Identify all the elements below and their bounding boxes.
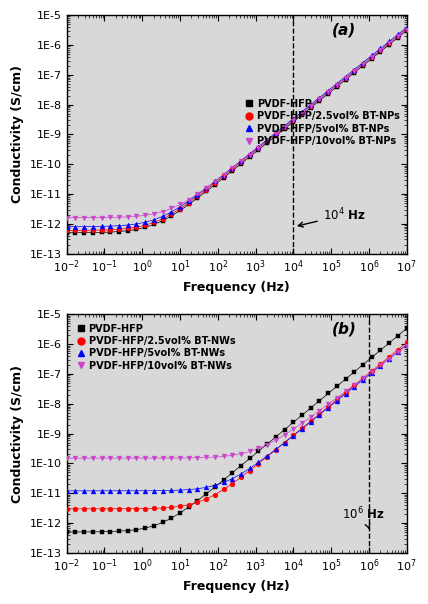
Legend: PVDF-HFP, PVDF-HFP/2.5vol% BT-NWs, PVDF-HFP/5vol% BT-NWs, PVDF-HFP/10vol% BT-NWs: PVDF-HFP, PVDF-HFP/2.5vol% BT-NWs, PVDF-… — [75, 321, 237, 373]
Text: (a): (a) — [332, 22, 356, 37]
Text: $10^4$ Hz: $10^4$ Hz — [298, 207, 366, 227]
Text: $10^6$ Hz: $10^6$ Hz — [342, 506, 385, 528]
X-axis label: Frequency (Hz): Frequency (Hz) — [183, 281, 290, 294]
X-axis label: Frequency (Hz): Frequency (Hz) — [183, 580, 290, 593]
Legend: PVDF-HFP, PVDF-HFP/2.5vol% BT-NPs, PVDF-HFP/5vol% BT-NPs, PVDF-HFP/10vol% BT-NPs: PVDF-HFP, PVDF-HFP/2.5vol% BT-NPs, PVDF-… — [244, 97, 402, 148]
Text: (b): (b) — [332, 321, 357, 336]
Y-axis label: Conductivity (S/cm): Conductivity (S/cm) — [11, 65, 24, 204]
Y-axis label: Conductivity (S/cm): Conductivity (S/cm) — [11, 365, 24, 503]
